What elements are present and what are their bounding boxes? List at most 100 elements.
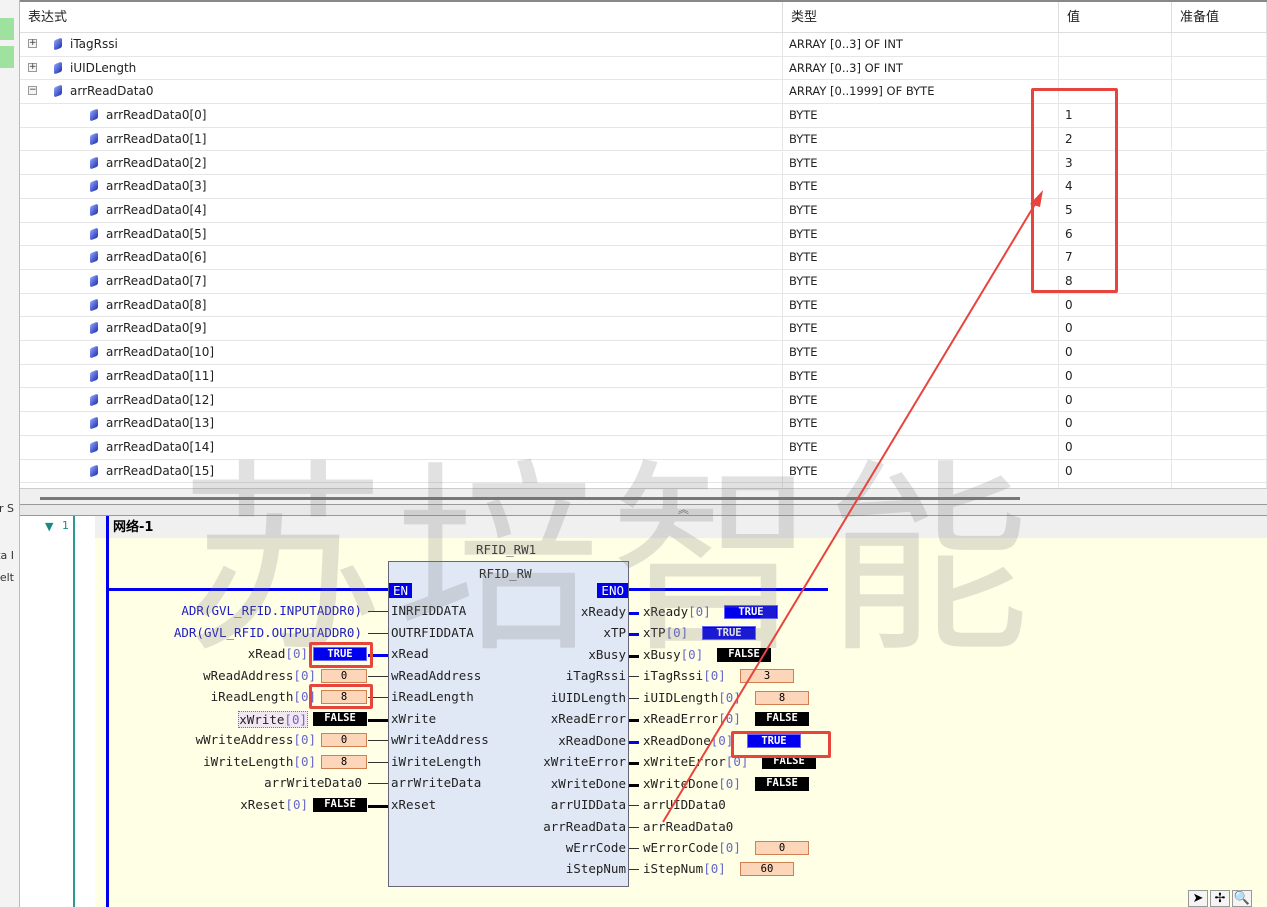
input-variable[interactable]: arrWriteData0 xyxy=(264,775,362,790)
prepared-value-cell[interactable] xyxy=(1172,33,1267,57)
input-variable[interactable]: xReset[0] xyxy=(240,797,308,812)
value-cell[interactable]: 0 xyxy=(1059,364,1172,389)
online-value[interactable]: 0 xyxy=(321,668,367,683)
value-cell[interactable]: 7 xyxy=(1059,246,1172,270)
online-value[interactable]: TRUE xyxy=(313,647,367,661)
watch-row[interactable]: arrReadData0[13] BYTE 0 xyxy=(20,412,1267,436)
move-icon[interactable]: ✢ xyxy=(1210,890,1230,907)
watch-row[interactable]: arrReadData0[12] BYTE 0 xyxy=(20,388,1267,413)
output-variable[interactable]: arrUIDData0 xyxy=(643,797,726,812)
value-cell[interactable]: 0 xyxy=(1059,459,1172,484)
value-cell[interactable]: 1 xyxy=(1059,104,1172,128)
online-value[interactable]: FALSE xyxy=(717,647,771,662)
input-variable[interactable]: xWrite[0] xyxy=(238,710,308,728)
input-variable[interactable]: iWriteLength[0] xyxy=(203,754,316,769)
prepared-value-cell[interactable] xyxy=(1172,127,1267,152)
value-cell[interactable] xyxy=(1059,80,1172,105)
watch-row[interactable]: arrReadData0[3] BYTE 4 xyxy=(20,175,1267,199)
watch-row[interactable]: arrReadData0[15] BYTE 0 xyxy=(20,459,1267,484)
prepared-value-cell[interactable] xyxy=(1172,80,1267,105)
prepared-value-cell[interactable] xyxy=(1172,246,1267,270)
collapse-triangle-icon[interactable]: ▼ xyxy=(45,520,54,533)
online-value[interactable]: 8 xyxy=(321,690,367,704)
value-cell[interactable] xyxy=(1059,33,1172,57)
column-expression[interactable]: 表达式 xyxy=(20,2,783,33)
horizontal-scrollbar[interactable] xyxy=(20,488,1267,504)
collapse-icon[interactable]: − xyxy=(28,85,37,96)
function-block-rfid-rw[interactable]: RFID_RW EN ENO xyxy=(388,561,629,887)
pane-splitter[interactable]: ︽ xyxy=(20,503,1267,516)
scrollbar-thumb[interactable] xyxy=(40,497,1020,500)
value-cell[interactable]: 5 xyxy=(1059,198,1172,223)
online-value[interactable]: 0 xyxy=(321,733,367,747)
expand-icon[interactable]: + xyxy=(28,61,37,72)
online-value[interactable]: FALSE xyxy=(313,797,367,812)
watch-row[interactable]: − arrReadData0 ARRAY [0..1999] OF BYTE xyxy=(20,80,1267,105)
online-value[interactable]: 3 xyxy=(740,669,794,684)
prepared-value-cell[interactable] xyxy=(1172,270,1267,294)
value-cell[interactable]: 0 xyxy=(1059,317,1172,342)
online-value[interactable]: 8 xyxy=(755,690,809,705)
prepared-value-cell[interactable] xyxy=(1172,222,1267,247)
prepared-value-cell[interactable] xyxy=(1172,364,1267,389)
value-cell[interactable]: 8 xyxy=(1059,270,1172,294)
online-value[interactable]: TRUE xyxy=(724,605,778,619)
column-type[interactable]: 类型 xyxy=(783,2,1059,33)
input-variable[interactable]: ADR(GVL_RFID.OUTPUTADDR0) xyxy=(174,625,362,640)
prepared-value-cell[interactable] xyxy=(1172,151,1267,176)
watch-row[interactable]: arrReadData0[14] BYTE 0 xyxy=(20,435,1267,460)
online-value[interactable]: FALSE xyxy=(755,712,809,727)
online-value[interactable]: FALSE xyxy=(313,711,367,726)
input-variable[interactable]: xRead[0] xyxy=(248,646,308,661)
prepared-value-cell[interactable] xyxy=(1172,175,1267,199)
output-variable[interactable]: iUIDLength[0] xyxy=(643,690,741,705)
prepared-value-cell[interactable] xyxy=(1172,341,1267,365)
input-variable[interactable]: ADR(GVL_RFID.INPUTADDR0) xyxy=(181,603,362,618)
value-cell[interactable]: 0 xyxy=(1059,435,1172,460)
expand-icon[interactable]: + xyxy=(28,38,37,48)
online-value[interactable]: TRUE xyxy=(702,626,756,641)
online-value[interactable]: 8 xyxy=(321,754,367,769)
output-variable[interactable]: xWriteDone[0] xyxy=(643,776,741,791)
prepared-value-cell[interactable] xyxy=(1172,104,1267,128)
output-variable[interactable]: wErrorCode[0] xyxy=(643,840,741,855)
prepared-value-cell[interactable] xyxy=(1172,412,1267,436)
value-cell[interactable]: 3 xyxy=(1059,151,1172,176)
output-variable[interactable]: xReadDone[0] xyxy=(643,733,733,748)
input-variable[interactable]: wWriteAddress[0] xyxy=(196,732,316,747)
value-cell[interactable]: 0 xyxy=(1059,388,1172,413)
column-prepared-value[interactable]: 准备值 xyxy=(1172,2,1267,33)
output-variable[interactable]: xBusy[0] xyxy=(643,647,703,662)
watch-row[interactable]: arrReadData0[9] BYTE 0 xyxy=(20,317,1267,342)
online-value[interactable]: 0 xyxy=(755,840,809,855)
prepared-value-cell[interactable] xyxy=(1172,317,1267,342)
value-cell[interactable]: 0 xyxy=(1059,341,1172,365)
prepared-value-cell[interactable] xyxy=(1172,388,1267,413)
prepared-value-cell[interactable] xyxy=(1172,198,1267,223)
value-cell[interactable] xyxy=(1059,56,1172,81)
online-value[interactable]: FALSE xyxy=(755,776,809,791)
value-cell[interactable]: 0 xyxy=(1059,412,1172,436)
fb-instance-name[interactable]: RFID_RW1 xyxy=(476,542,537,557)
pointer-icon[interactable]: ➤ xyxy=(1188,890,1208,907)
value-cell[interactable]: 0 xyxy=(1059,293,1172,318)
value-cell[interactable]: 4 xyxy=(1059,175,1172,199)
output-variable[interactable]: iTagRssi[0] xyxy=(643,668,726,683)
input-variable[interactable]: iReadLength[0] xyxy=(211,689,316,704)
watch-row[interactable]: + iTagRssi ARRAY [0..3] OF INT xyxy=(20,33,1267,57)
output-variable[interactable]: xReady[0] xyxy=(643,604,711,619)
column-value[interactable]: 值 xyxy=(1059,2,1172,33)
output-variable[interactable]: xTP[0] xyxy=(643,625,688,640)
prepared-value-cell[interactable] xyxy=(1172,293,1267,318)
output-variable[interactable]: arrReadData0 xyxy=(643,819,733,834)
prepared-value-cell[interactable] xyxy=(1172,435,1267,460)
watch-row[interactable]: arrReadData0[11] BYTE 0 xyxy=(20,364,1267,389)
zoom-icon[interactable]: 🔍 xyxy=(1232,890,1252,907)
watch-row[interactable]: arrReadData0[2] BYTE 3 xyxy=(20,151,1267,176)
watch-row[interactable]: + iUIDLength ARRAY [0..3] OF INT xyxy=(20,56,1267,81)
prepared-value-cell[interactable] xyxy=(1172,459,1267,484)
prepared-value-cell[interactable] xyxy=(1172,56,1267,81)
value-cell[interactable]: 6 xyxy=(1059,222,1172,247)
watch-row[interactable]: arrReadData0[10] BYTE 0 xyxy=(20,341,1267,365)
online-value[interactable]: 60 xyxy=(740,862,794,877)
